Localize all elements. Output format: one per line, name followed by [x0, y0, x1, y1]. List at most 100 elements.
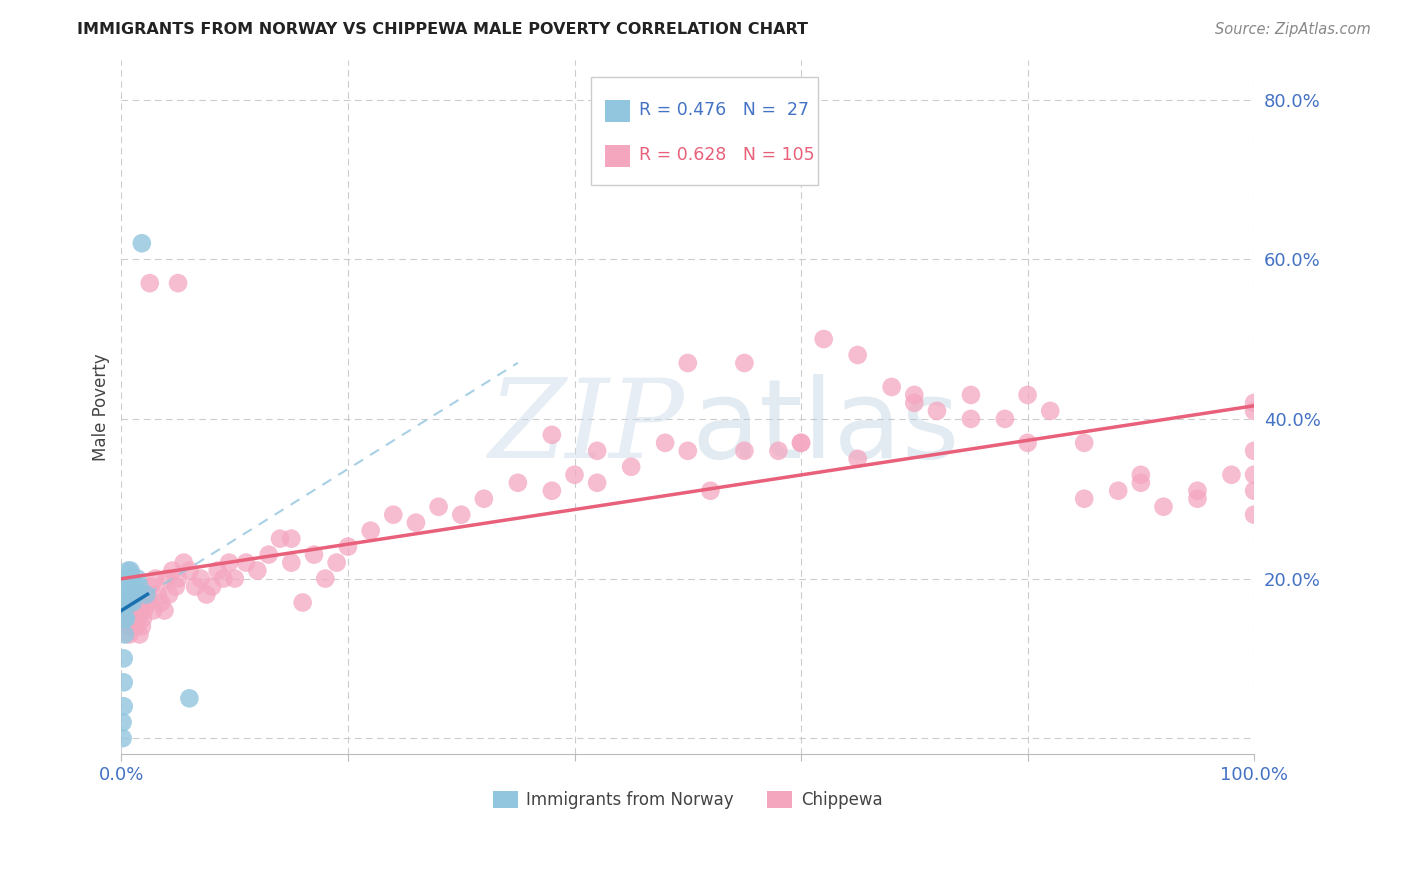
- Point: [153, 603, 176, 617]
- Point: [1187, 491, 1209, 506]
- Point: [179, 691, 201, 706]
- Point: [382, 508, 405, 522]
- FancyBboxPatch shape: [592, 77, 818, 185]
- Text: ZIP: ZIP: [488, 374, 685, 482]
- Point: [125, 619, 148, 633]
- Point: [145, 572, 167, 586]
- Point: [121, 619, 143, 633]
- Point: [111, 595, 134, 609]
- Point: [280, 556, 302, 570]
- Point: [114, 611, 136, 625]
- Point: [112, 611, 135, 625]
- Point: [207, 564, 229, 578]
- Point: [360, 524, 382, 538]
- Point: [1153, 500, 1175, 514]
- Text: R = 0.476   N =  27: R = 0.476 N = 27: [640, 102, 808, 120]
- Point: [190, 572, 212, 586]
- Point: [195, 588, 218, 602]
- Legend: Immigrants from Norway, Chippewa: Immigrants from Norway, Chippewa: [486, 784, 889, 815]
- Point: [1243, 443, 1265, 458]
- Point: [162, 564, 184, 578]
- Point: [314, 572, 336, 586]
- Point: [768, 443, 790, 458]
- Point: [1017, 388, 1039, 402]
- Point: [115, 588, 138, 602]
- Point: [960, 388, 983, 402]
- Point: [139, 580, 162, 594]
- Point: [156, 572, 179, 586]
- Point: [138, 595, 160, 609]
- Point: [405, 516, 427, 530]
- Point: [903, 396, 925, 410]
- Point: [118, 572, 141, 586]
- Point: [135, 588, 157, 602]
- Point: [201, 580, 224, 594]
- Point: [121, 595, 143, 609]
- Point: [1243, 508, 1265, 522]
- Point: [620, 459, 643, 474]
- Point: [925, 404, 948, 418]
- Point: [122, 580, 145, 594]
- Point: [129, 603, 152, 617]
- Point: [120, 564, 142, 578]
- Point: [115, 619, 138, 633]
- Point: [128, 580, 150, 594]
- Point: [117, 564, 139, 578]
- Point: [1243, 396, 1265, 410]
- Point: [150, 595, 173, 609]
- Point: [733, 443, 755, 458]
- Point: [472, 491, 495, 506]
- Point: [733, 356, 755, 370]
- Point: [135, 588, 157, 602]
- Point: [132, 611, 155, 625]
- Point: [336, 540, 359, 554]
- Point: [173, 556, 195, 570]
- Text: atlas: atlas: [692, 375, 960, 482]
- Point: [903, 388, 925, 402]
- Point: [122, 611, 145, 625]
- Point: [257, 548, 280, 562]
- Point: [291, 595, 314, 609]
- Point: [960, 412, 983, 426]
- Point: [1243, 483, 1265, 498]
- FancyBboxPatch shape: [605, 100, 630, 122]
- Point: [586, 443, 609, 458]
- Point: [1129, 475, 1152, 490]
- Point: [1243, 467, 1265, 482]
- Point: [994, 412, 1017, 426]
- Point: [120, 580, 142, 594]
- Point: [450, 508, 472, 522]
- Point: [427, 500, 450, 514]
- Point: [280, 532, 302, 546]
- Point: [218, 556, 240, 570]
- Point: [117, 580, 139, 594]
- Point: [1039, 404, 1062, 418]
- Point: [112, 675, 135, 690]
- Point: [506, 475, 529, 490]
- Point: [184, 580, 207, 594]
- Point: [114, 595, 136, 609]
- Point: [114, 603, 136, 617]
- Point: [118, 627, 141, 641]
- Point: [131, 619, 153, 633]
- Point: [224, 572, 246, 586]
- Point: [676, 443, 699, 458]
- Point: [1073, 491, 1095, 506]
- Point: [128, 627, 150, 641]
- Point: [1107, 483, 1129, 498]
- Point: [118, 595, 141, 609]
- Point: [127, 572, 149, 586]
- Y-axis label: Male Poverty: Male Poverty: [93, 353, 110, 460]
- Point: [165, 580, 187, 594]
- Point: [124, 603, 146, 617]
- Point: [115, 572, 138, 586]
- Point: [269, 532, 291, 546]
- Point: [117, 611, 139, 625]
- Point: [235, 556, 257, 570]
- Point: [1243, 404, 1265, 418]
- Point: [139, 276, 162, 290]
- Point: [167, 572, 190, 586]
- Point: [111, 715, 134, 730]
- Point: [115, 588, 138, 602]
- Point: [1129, 467, 1152, 482]
